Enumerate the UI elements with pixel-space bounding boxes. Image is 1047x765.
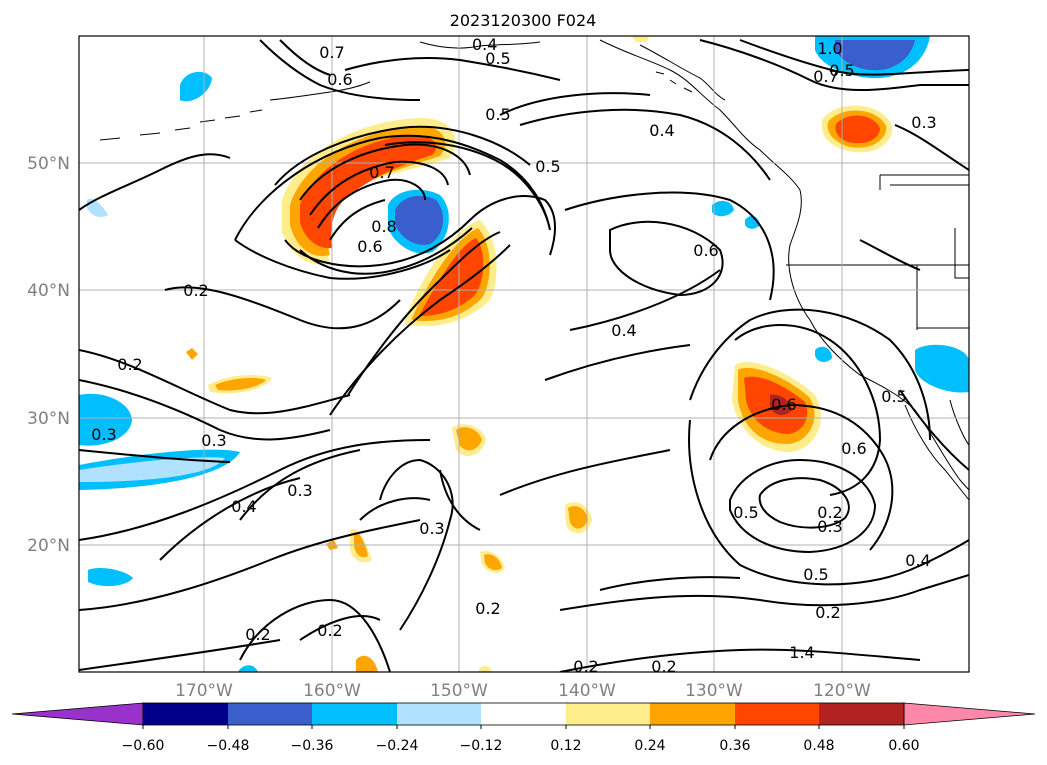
contour-label: 0.7 <box>319 43 344 62</box>
lat-label-20n: 20°N <box>27 536 70 556</box>
contour-label: 0.8 <box>371 217 396 236</box>
contour-label: 0.5 <box>803 565 828 584</box>
colorbar-segment <box>819 703 904 725</box>
contour-label: 0.7 <box>369 163 394 182</box>
contour-label: 0.2 <box>651 657 676 676</box>
gridlines <box>79 36 969 672</box>
colorbar-extend-low <box>11 702 144 726</box>
contour-label: 0.3 <box>419 519 444 538</box>
colorbar-segment <box>735 703 819 725</box>
latitude-labels: 50°N 40°N 30°N 20°N <box>27 154 70 556</box>
colorbar-tick-label: −0.24 <box>376 738 419 754</box>
contour-label: 1.0 <box>817 39 842 58</box>
lon-label-150w: 150°W <box>430 681 488 701</box>
contour-label: 0.4 <box>231 497 256 516</box>
colorbar-segment <box>312 703 397 725</box>
lat-label-40n: 40°N <box>27 281 70 301</box>
colorbar: −0.60 −0.48 −0.36 −0.24 −0.12 0.12 0.24 … <box>11 702 1036 754</box>
map-area: 0.4 0.5 0.7 0.6 0.5 0.4 0.5 0.7 0.8 0.6 … <box>79 35 969 676</box>
contour-label: 0.2 <box>573 657 598 676</box>
colorbar-tick-label: 0.24 <box>634 738 665 754</box>
contour-label: 0.5 <box>881 387 906 406</box>
contour-label: 0.4 <box>472 35 497 54</box>
contour-label: 0.5 <box>485 105 510 124</box>
contour-label: 0.3 <box>287 481 312 500</box>
colorbar-tick-label: −0.60 <box>122 738 165 754</box>
longitude-labels: 170°W 160°W 150°W 140°W 130°W 120°W <box>175 681 871 701</box>
contour-label: 0.7 <box>813 67 838 86</box>
colorbar-segment <box>397 703 481 725</box>
colorbar-segment <box>143 703 228 725</box>
map-title: 2023120300 F024 <box>450 11 597 30</box>
contour-label: 0.4 <box>905 551 930 570</box>
lon-label-140w: 140°W <box>558 681 616 701</box>
contour-label: 0.5 <box>829 61 854 80</box>
colorbar-segment <box>228 703 312 725</box>
contour-label: 1.4 <box>789 643 814 662</box>
contour-label: 0.5 <box>733 503 758 522</box>
lon-label-170w: 170°W <box>175 681 233 701</box>
contour-label: 0.5 <box>535 157 560 176</box>
contour-label: 0.2 <box>475 599 500 618</box>
contour-label: 0.2 <box>183 281 208 300</box>
contour-label: 0.5 <box>485 49 510 68</box>
colorbar-tick-label: −0.12 <box>460 738 503 754</box>
lon-label-120w: 120°W <box>813 681 871 701</box>
contour-label: 0.6 <box>771 395 796 414</box>
colorbar-tick-label: 0.12 <box>550 738 581 754</box>
contour-label: 0.3 <box>91 425 116 444</box>
contour-label: 0.6 <box>357 237 382 256</box>
coastlines <box>99 39 969 501</box>
contour-label: 0.6 <box>327 70 352 89</box>
contour-label: 0.2 <box>117 355 142 374</box>
map-frame <box>78 35 970 673</box>
contour-label: 0.4 <box>649 121 674 140</box>
contour-label: 0.3 <box>201 431 226 450</box>
contour-label: 0.3 <box>911 113 936 132</box>
contour-label: 0.2 <box>245 625 270 644</box>
contour-label: 0.6 <box>693 241 718 260</box>
colorbar-segment <box>566 703 650 725</box>
lon-label-160w: 160°W <box>303 681 361 701</box>
contour-lines <box>79 39 969 672</box>
contour-label: 0.2 <box>817 503 842 522</box>
contour-label: 0.4 <box>611 321 636 340</box>
colorbar-tick-label: 0.48 <box>803 738 834 754</box>
lat-label-50n: 50°N <box>27 154 70 174</box>
contour-labels: 0.4 0.5 0.7 0.6 0.5 0.4 0.5 0.7 0.8 0.6 … <box>91 35 936 676</box>
colorbar-segment <box>481 703 566 725</box>
colorbar-tick-label: 0.36 <box>719 738 750 754</box>
colorbar-tick-label: 0.60 <box>888 738 919 754</box>
contour-label: 0.2 <box>815 603 840 622</box>
contour-label: 0.3 <box>817 517 842 536</box>
lon-label-130w: 130°W <box>685 681 743 701</box>
colorbar-extend-high <box>903 702 1036 726</box>
contour-label: 0.2 <box>317 621 342 640</box>
colorbar-tick-label: −0.36 <box>291 738 334 754</box>
colorbar-segment <box>650 703 735 725</box>
contour-label: 0.6 <box>841 439 866 458</box>
lat-label-30n: 30°N <box>27 409 70 429</box>
colorbar-tick-label: −0.48 <box>207 738 250 754</box>
